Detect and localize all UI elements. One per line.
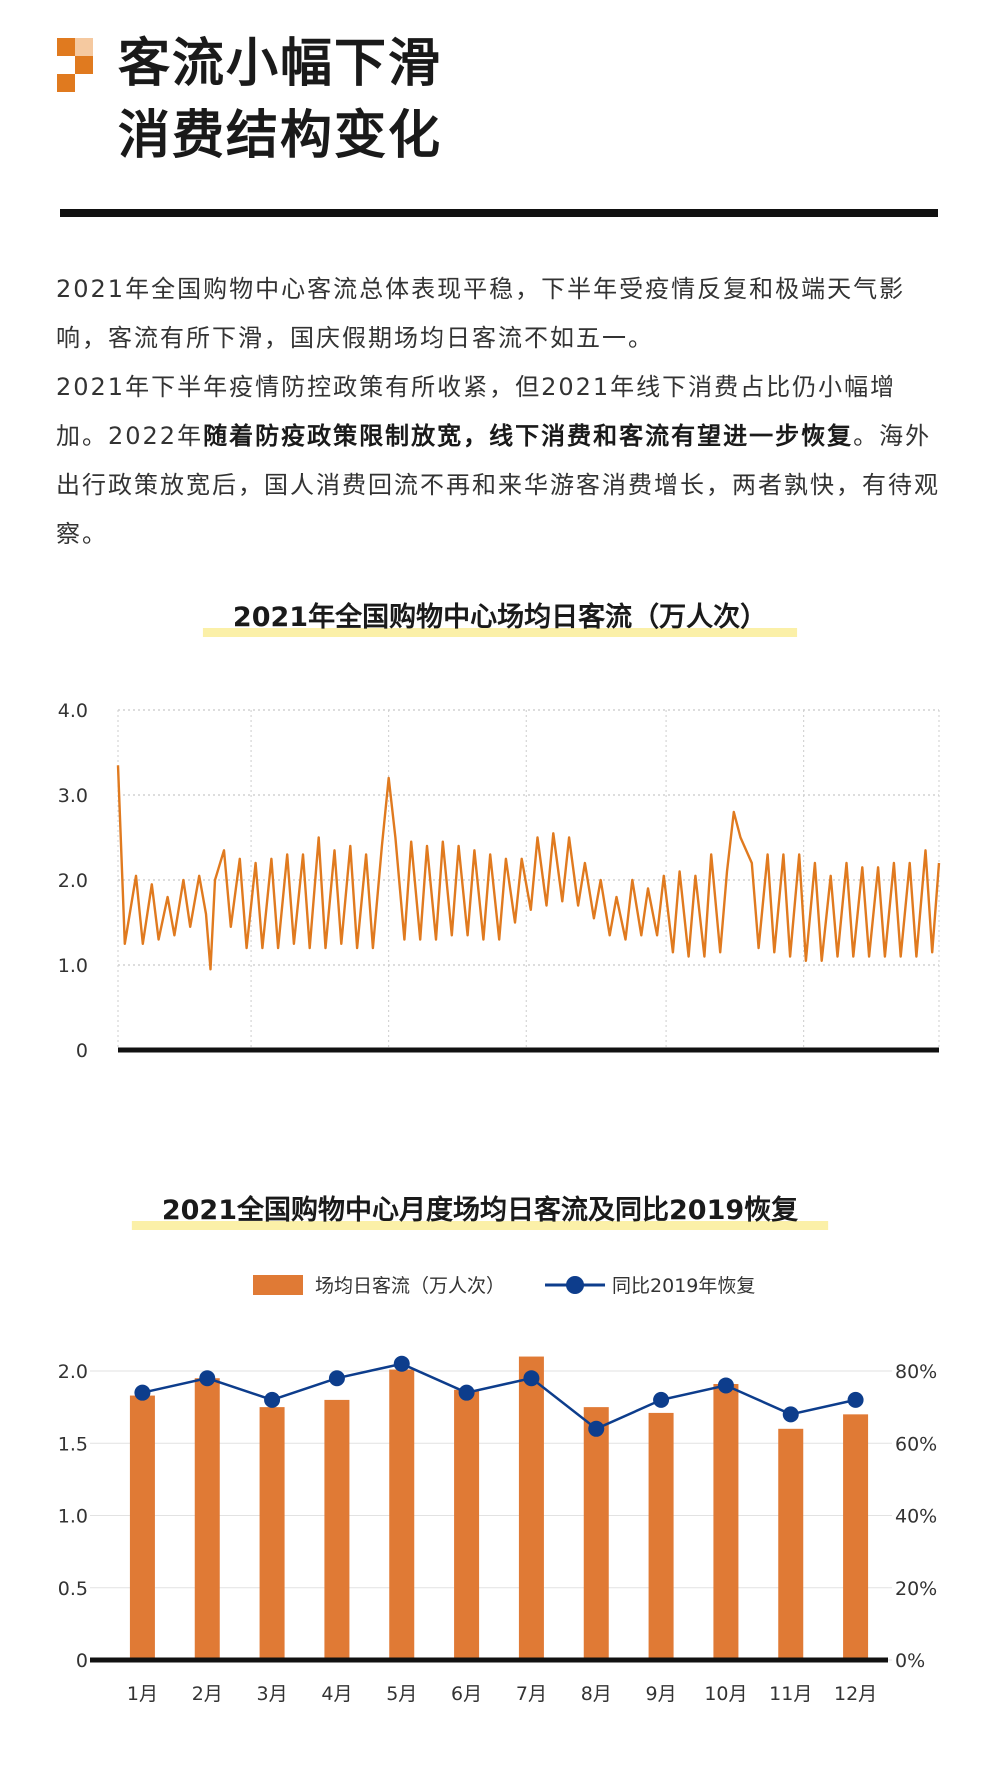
title-line: 消费结构变化 xyxy=(118,106,443,166)
x-tick-label: 1月 xyxy=(127,1683,158,1705)
data-point xyxy=(393,1355,410,1372)
bar xyxy=(259,1407,285,1660)
x-tick-label: 5月 xyxy=(386,1683,417,1705)
logo-icon xyxy=(57,38,93,92)
legend-label: 同比2019年恢复 xyxy=(612,1275,755,1297)
divider xyxy=(60,209,938,217)
legend-swatch xyxy=(253,1275,303,1295)
y2-tick-label: 20% xyxy=(895,1578,937,1600)
y-tick-label: 3.0 xyxy=(58,785,88,807)
data-point xyxy=(717,1377,734,1394)
bold-text: 随着防疫政策限制放宽，线下消费和客流有望进一步恢复 xyxy=(203,422,854,450)
bar xyxy=(324,1399,350,1660)
data-point xyxy=(588,1420,605,1437)
bar xyxy=(389,1369,415,1660)
x-tick-label: 8月 xyxy=(581,1683,612,1705)
daily-chart: 2021年全国购物中心场均日客流（万人次）01.02.03.04.01月3月5月… xyxy=(58,601,941,1060)
y-tick-label: 1.0 xyxy=(58,955,88,977)
data-point xyxy=(782,1406,799,1423)
title-highlight xyxy=(131,1221,829,1230)
data-point xyxy=(134,1384,151,1401)
bar xyxy=(648,1412,674,1660)
legend-swatch xyxy=(566,1276,585,1294)
chart-title: 2021全国购物中心月度场均日客流及同比2019恢复 xyxy=(162,1194,799,1226)
x-tick-label: 11月 xyxy=(769,1683,812,1705)
y2-tick-label: 80% xyxy=(895,1361,937,1383)
x-tick-label: 12月 xyxy=(834,1683,877,1705)
x-tick-label: 7月 xyxy=(516,1683,547,1705)
title-line: 客流小幅下滑 xyxy=(118,34,443,94)
bar xyxy=(713,1384,739,1660)
bar xyxy=(454,1389,480,1660)
data-point xyxy=(328,1370,345,1387)
data-point xyxy=(458,1384,475,1401)
y-tick-label: 2.0 xyxy=(58,1361,88,1383)
y-tick-label: 0.5 xyxy=(58,1578,88,1600)
x-tick-label: 3月 xyxy=(257,1683,288,1705)
title-highlight xyxy=(202,628,798,637)
x-tick-label: 4月 xyxy=(321,1683,352,1705)
bar xyxy=(843,1414,869,1660)
bar xyxy=(583,1407,609,1660)
bar xyxy=(194,1378,220,1660)
body-text: 2021年全国购物中心客流总体表现平稳，下半年受疫情反复和极端天气影响，客流有所… xyxy=(56,265,940,559)
y2-tick-label: 40% xyxy=(895,1506,937,1528)
data-point xyxy=(199,1370,216,1387)
x-tick-label: 2月 xyxy=(192,1683,223,1705)
y2-tick-label: 60% xyxy=(895,1433,937,1455)
text: 2021年下半年疫情防控政策有所收紧，但2021年线下消费占比仍小幅增加。202… xyxy=(56,373,897,450)
page-title: 客流小幅下滑 消费结构变化 xyxy=(118,28,442,172)
y-tick-label: 1.5 xyxy=(58,1433,88,1455)
bar xyxy=(129,1395,155,1660)
y-tick-label: 0 xyxy=(76,1040,88,1060)
data-point xyxy=(264,1391,281,1408)
y-tick-label: 1.0 xyxy=(58,1506,88,1528)
y-tick-label: 0 xyxy=(76,1650,88,1672)
y-tick-label: 2.0 xyxy=(58,870,88,892)
text: 2021年全国购物中心客流总体表现平稳，下半年受疫情反复和极端天气影响，客流有所… xyxy=(56,275,906,352)
text: 。海外出行政策放宽后，国人消费回流不再和来华游客消费增长，两者孰快，有待观察。 xyxy=(56,422,940,548)
y-tick-label: 4.0 xyxy=(58,700,88,722)
legend-label: 场均日客流（万人次） xyxy=(315,1275,505,1297)
data-point xyxy=(523,1370,540,1387)
paragraph: 2021年全国购物中心客流总体表现平稳，下半年受疫情反复和极端天气影响，客流有所… xyxy=(56,265,940,363)
y2-tick-label: 0% xyxy=(895,1650,925,1672)
data-point xyxy=(653,1391,670,1408)
x-tick-label: 10月 xyxy=(704,1683,747,1705)
chart-title: 2021年全国购物中心场均日客流（万人次） xyxy=(233,601,767,633)
x-tick-label: 6月 xyxy=(451,1683,482,1705)
data-line xyxy=(142,1362,856,1431)
data-point xyxy=(847,1391,864,1408)
bar xyxy=(778,1428,804,1660)
x-tick-label: 9月 xyxy=(646,1683,677,1705)
bar xyxy=(518,1356,544,1660)
data-line xyxy=(116,765,941,971)
paragraph: 2021年下半年疫情防控政策有所收紧，但2021年线下消费占比仍小幅增加。202… xyxy=(56,363,940,559)
monthly-chart: 2021全国购物中心月度场均日客流及同比2019恢复 0 0.5 1.0 1.5 2.0 0… xyxy=(58,1194,937,1705)
